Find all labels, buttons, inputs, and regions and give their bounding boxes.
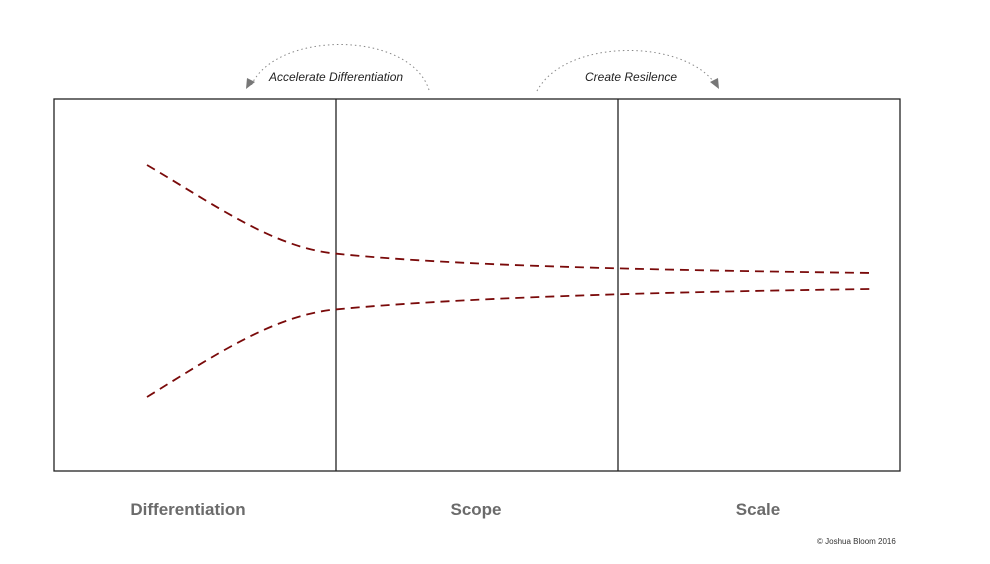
create-resilience-label: Create Resilence (585, 70, 678, 84)
resilience-arrowhead-icon (710, 78, 719, 89)
accelerate-differentiation-label: Accelerate Differentiation (269, 70, 404, 84)
accelerate-arc (250, 44, 430, 91)
diagram-frame (53, 98, 901, 472)
resilience-arc (536, 50, 717, 92)
phase-label-scale: Scale (735, 500, 781, 519)
lower-convergence-curve (146, 288, 873, 398)
upper-convergence-curve (146, 164, 873, 274)
phase-label-scope: Scope (450, 500, 502, 519)
copyright-notice: © Joshua Bloom 2016 (817, 537, 896, 546)
phase-label-differentiation: Differentiation (130, 500, 246, 519)
accelerate-arrowhead-icon (246, 78, 255, 89)
